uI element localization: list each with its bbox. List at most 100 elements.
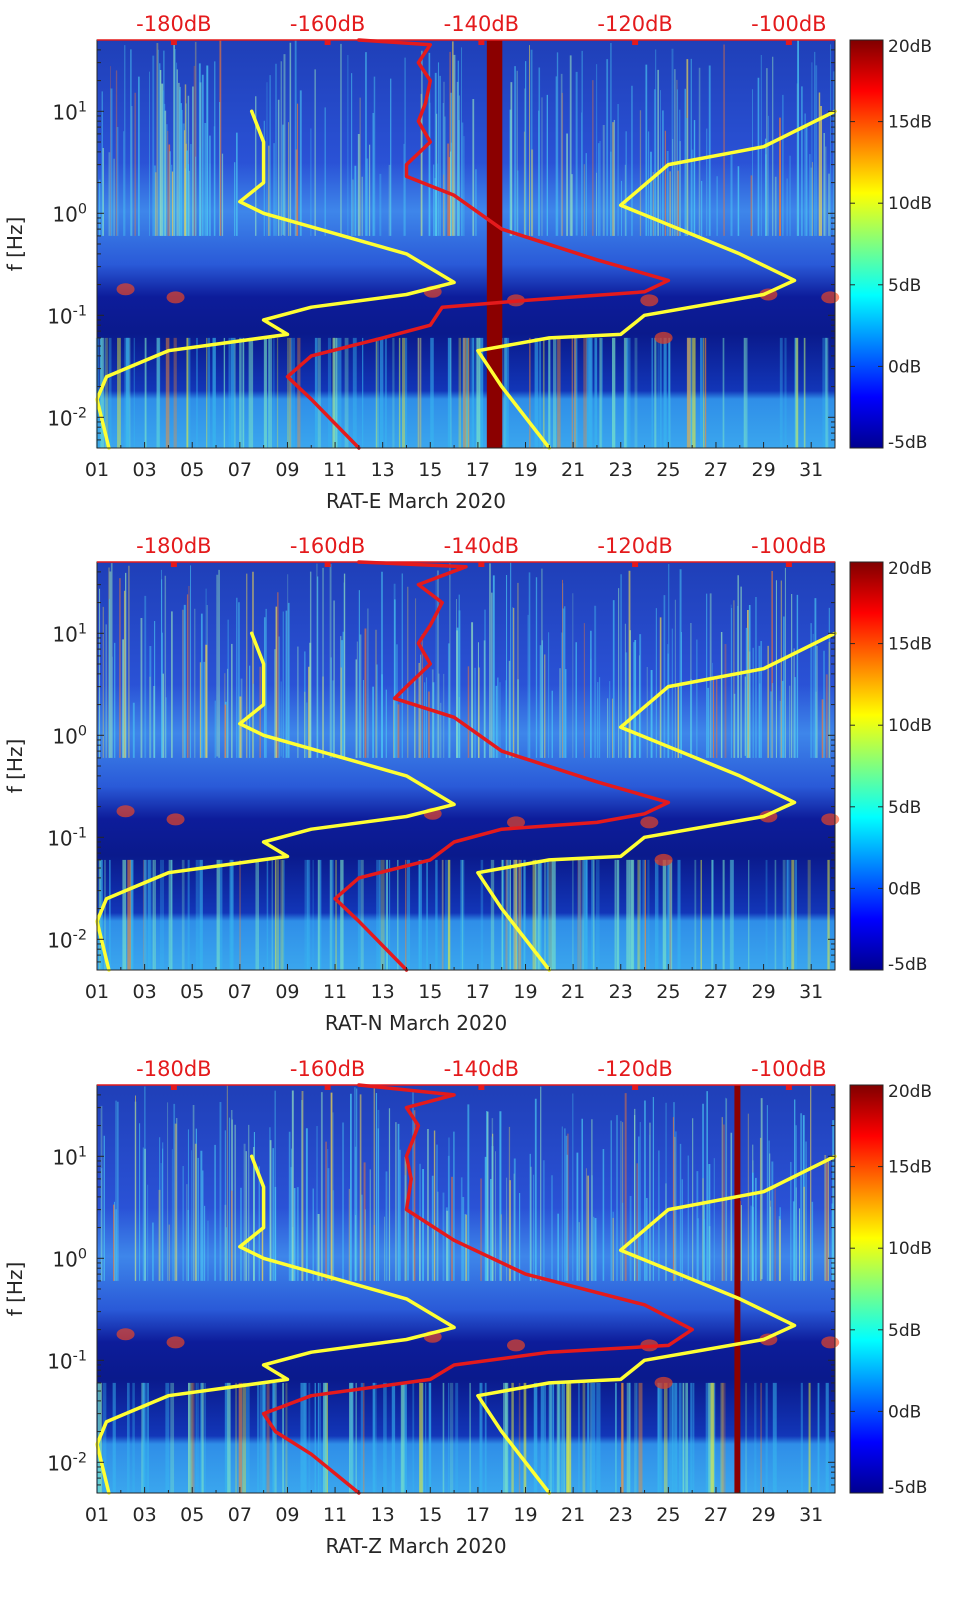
x-tick-label: 25: [656, 981, 680, 1003]
top-axis-tick: [324, 1085, 331, 1090]
spectrogram-panel: 01 03 05 07 09 11 13 15 17 19 21 23 25 27 29 31 RAT-N Ma…: [3, 534, 932, 1035]
x-tick-label: 05: [180, 1504, 204, 1526]
energy-spot: [116, 805, 135, 818]
top-axis-label: -120dB: [597, 1057, 672, 1081]
x-tick-label: 15: [418, 981, 442, 1003]
energy-spot: [821, 291, 840, 304]
top-axis-label: -160dB: [290, 1057, 365, 1081]
energy-spot: [654, 1376, 673, 1389]
energy-spot: [654, 331, 673, 344]
x-tick-label: 13: [371, 981, 395, 1003]
colorbar-label: -5dB: [888, 955, 927, 975]
colorbar-label: 15dB: [888, 635, 932, 655]
x-tick-label: 01: [85, 1504, 109, 1526]
colorbar-label: 5dB: [888, 276, 921, 296]
x-tick-label: 31: [799, 981, 823, 1003]
x-tick-label: 07: [228, 1504, 252, 1526]
top-axis-label: -100dB: [751, 1057, 826, 1081]
spectrogram-panel: 01 03 05 07 09 11 13 15 17 19 21 23 25 27 29 31 RAT-E Ma…: [3, 12, 932, 513]
colorbar-label: 15dB: [888, 113, 932, 133]
x-tick-label: 03: [133, 1504, 157, 1526]
spectrogram-streaks: [96, 1085, 840, 1493]
top-axis-tick: [785, 562, 792, 567]
x-tick-label: 09: [275, 1504, 299, 1526]
red_noise_level-curve: [333, 560, 671, 972]
y-tick-label: 10-2: [47, 405, 87, 430]
colorbar-label: 0dB: [888, 879, 921, 899]
y-tick-label: 100: [52, 1246, 87, 1271]
colorbar-label: 10dB: [888, 716, 932, 736]
x-tick-label: 01: [85, 459, 109, 481]
x-tick-label: 17: [466, 459, 490, 481]
top-axis-label: -180dB: [136, 534, 211, 558]
x-tick-label: 29: [751, 981, 775, 1003]
top-axis-tick: [324, 40, 331, 45]
y-axis-label: f [Hz]: [3, 1262, 27, 1317]
x-tick-label: 23: [609, 459, 633, 481]
y-tick-label: 10-2: [47, 1450, 87, 1475]
energy-spot: [166, 1336, 185, 1349]
colorbar-label: 10dB: [888, 1239, 932, 1259]
x-tick-label: 13: [371, 459, 395, 481]
x-tick-label: 05: [180, 459, 204, 481]
y-tick-label: 10-1: [47, 303, 87, 328]
x-tick-label: 05: [180, 981, 204, 1003]
colorbar-label: 10dB: [888, 194, 932, 214]
energy-spot: [166, 291, 185, 304]
x-axis-label: RAT-Z March 2020: [325, 1534, 506, 1558]
top-axis-tick: [785, 40, 792, 45]
top-axis-tick: [324, 562, 331, 567]
x-tick-label: 29: [751, 1504, 775, 1526]
red_noise_level-curve: [285, 38, 671, 450]
top-axis-label: -160dB: [290, 534, 365, 558]
x-tick-label: 27: [704, 981, 728, 1003]
colorbar: [849, 561, 884, 971]
y-tick-label: 101: [52, 1144, 87, 1169]
top-axis-label: -160dB: [290, 12, 365, 36]
x-tick-label: 03: [133, 459, 157, 481]
saturated-band: [734, 1085, 741, 1493]
x-tick-label: 13: [371, 1504, 395, 1526]
yellow_model_low-curve: [95, 631, 456, 972]
top-axis-label: -180dB: [136, 1057, 211, 1081]
top-axis-label: -100dB: [751, 534, 826, 558]
x-tick-label: 23: [609, 1504, 633, 1526]
x-tick-label: 23: [609, 981, 633, 1003]
colorbar-label: 0dB: [888, 357, 921, 377]
y-tick-label: 10-1: [47, 1348, 87, 1373]
colorbar-label: 5dB: [888, 1321, 921, 1341]
x-tick-label: 03: [133, 981, 157, 1003]
energy-spot: [116, 1328, 135, 1341]
top-axis-label: -140dB: [444, 12, 519, 36]
top-axis-label: -120dB: [597, 534, 672, 558]
x-tick-label: 17: [466, 1504, 490, 1526]
x-tick-label: 09: [275, 459, 299, 481]
spectrogram-panel: 01 03 05 07 09 11 13 15 17 19 21 23 25 27 29 31 RAT-Z Ma…: [3, 1057, 932, 1558]
top-axis-label: -140dB: [444, 534, 519, 558]
energy-spot: [506, 1339, 525, 1352]
energy-spot: [506, 816, 525, 829]
yellow_model_high-curve: [476, 1154, 837, 1495]
x-tick-label: 21: [561, 459, 585, 481]
x-tick-label: 21: [561, 981, 585, 1003]
top-axis-label: -180dB: [136, 12, 211, 36]
x-tick-label: 25: [656, 459, 680, 481]
y-axis-label: f [Hz]: [3, 217, 27, 272]
colorbar-label: 20dB: [888, 559, 932, 579]
x-axis-label: RAT-E March 2020: [326, 489, 506, 513]
x-tick-label: 15: [418, 1504, 442, 1526]
yellow_model_low-curve: [95, 109, 456, 450]
energy-spot: [821, 1336, 840, 1349]
x-axis-label: RAT-N March 2020: [325, 1011, 507, 1035]
yellow_model_high-curve: [476, 109, 837, 450]
energy-spot: [821, 813, 840, 826]
top-axis-tick: [785, 1085, 792, 1090]
x-tick-label: 21: [561, 1504, 585, 1526]
x-tick-label: 25: [656, 1504, 680, 1526]
top-axis-tick: [170, 1085, 177, 1090]
x-tick-label: 01: [85, 981, 109, 1003]
top-axis-tick: [478, 1085, 485, 1090]
x-tick-label: 15: [418, 459, 442, 481]
x-tick-label: 19: [513, 459, 537, 481]
top-axis-label: -120dB: [597, 12, 672, 36]
